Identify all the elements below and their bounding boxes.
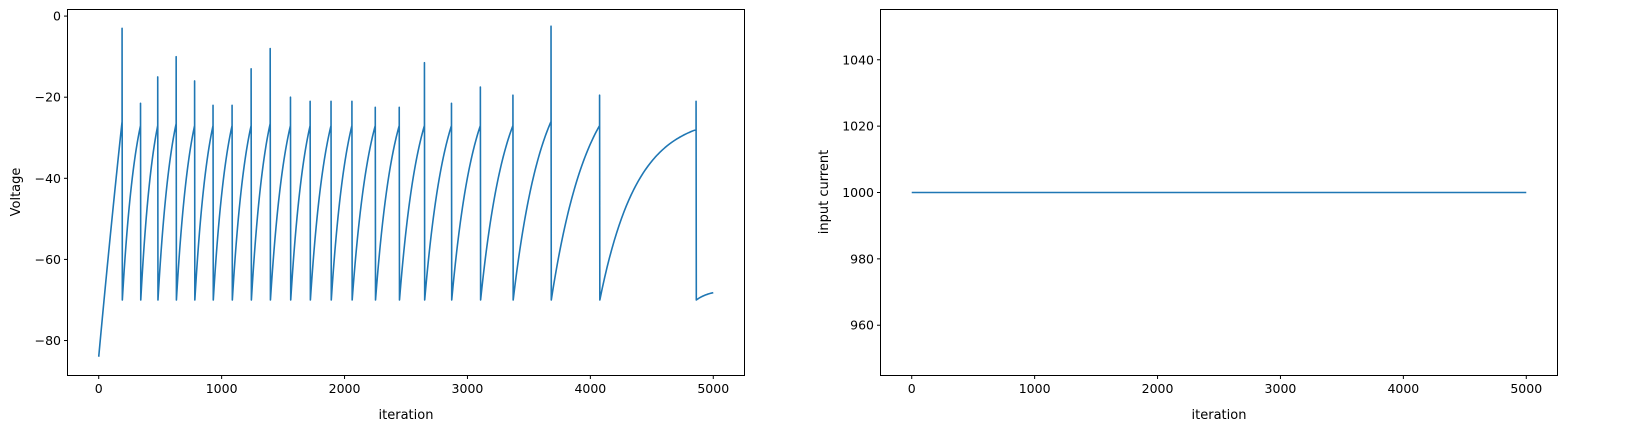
- voltage-series-line: [97, 25, 714, 357]
- input-current-y-tick-label: 960: [850, 318, 874, 333]
- voltage-x-ticks: 0 1000 2000 3000 4000 5000: [95, 375, 729, 396]
- voltage-y-tick-label: −20: [35, 90, 61, 105]
- input-current-y-tick-label: 1020: [842, 119, 874, 134]
- voltage-y-tick-label: −60: [35, 252, 61, 267]
- voltage-y-axis-label: Voltage: [9, 168, 24, 217]
- input-current-y-tick-label: 1040: [842, 52, 874, 67]
- input-current-y-tick-label: 1000: [842, 185, 874, 200]
- voltage-y-tick-label: −80: [35, 333, 61, 348]
- voltage-y-ticks: −80 −60 −40 −20 0: [35, 9, 68, 348]
- input-current-y-axis-label: input current: [817, 150, 832, 234]
- input-current-x-ticks: 0 1000 2000 3000 4000 5000: [908, 375, 1542, 396]
- input-current-x-tick-label: 1000: [1019, 381, 1051, 396]
- voltage-x-tick-label: 5000: [697, 381, 729, 396]
- input-current-x-tick-label: 2000: [1142, 381, 1174, 396]
- voltage-series-group: [97, 25, 714, 357]
- input-current-x-tick-label: 5000: [1510, 381, 1542, 396]
- input-current-plot-frame: [880, 9, 1558, 376]
- input-current-x-tick-label: 3000: [1265, 381, 1297, 396]
- voltage-x-tick-label: 0: [95, 381, 103, 396]
- voltage-x-tick-label: 3000: [452, 381, 484, 396]
- voltage-x-tick-label: 1000: [206, 381, 238, 396]
- input-current-x-axis-label: iteration: [1192, 408, 1247, 423]
- input-current-x-tick-label: 0: [908, 381, 916, 396]
- input-current-y-ticks: 960 980 1000 1020 1040: [842, 52, 881, 333]
- voltage-y-tick-label: −40: [35, 171, 61, 186]
- voltage-x-tick-label: 2000: [329, 381, 361, 396]
- voltage-plot: 0 1000 2000 3000 4000 5000 −80 −60 −40 −20 0 iter…: [9, 9, 745, 423]
- voltage-x-axis-label: iteration: [379, 408, 434, 423]
- input-current-plot: 0 1000 2000 3000 4000 5000 960 980 1000 1020 1040…: [817, 9, 1558, 423]
- voltage-x-tick-label: 4000: [574, 381, 606, 396]
- input-current-x-tick-label: 4000: [1387, 381, 1419, 396]
- input-current-y-tick-label: 980: [850, 251, 874, 266]
- voltage-y-tick-label: 0: [53, 9, 61, 24]
- voltage-plot-frame: [67, 9, 745, 376]
